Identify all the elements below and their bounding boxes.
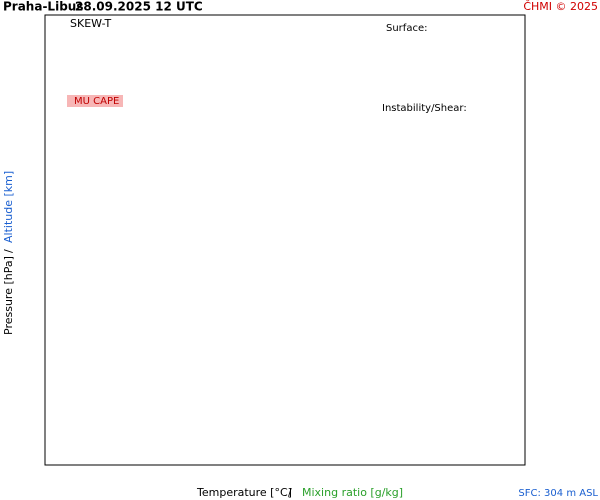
y-label: Pressure [hPa] xyxy=(2,256,15,335)
time: 28.09.2025 12 UTC xyxy=(75,0,203,14)
x-label: Temperature [°C] xyxy=(196,486,292,499)
x-label-sep: / xyxy=(288,486,292,499)
sfc-label: SFC: 304 m ASL xyxy=(518,488,598,499)
plot-frame xyxy=(44,14,526,466)
x-label2: Mixing ratio [g/kg] xyxy=(302,486,403,499)
station: Praha-Libus xyxy=(3,0,83,14)
y-labels: Pressure [hPa] / Altitude [km] xyxy=(2,171,15,335)
surface-title: Surface: xyxy=(386,23,427,34)
credit: ČHMI © 2025 xyxy=(523,0,598,13)
diagram-label: SKEW-T xyxy=(70,17,112,30)
instability-title: Instability/Shear: xyxy=(382,103,467,114)
cape-box xyxy=(67,95,123,107)
cape-label: MU CAPE xyxy=(74,96,119,107)
y-label-sep: / xyxy=(2,249,15,253)
y-label2: Altitude [km] xyxy=(2,171,15,243)
